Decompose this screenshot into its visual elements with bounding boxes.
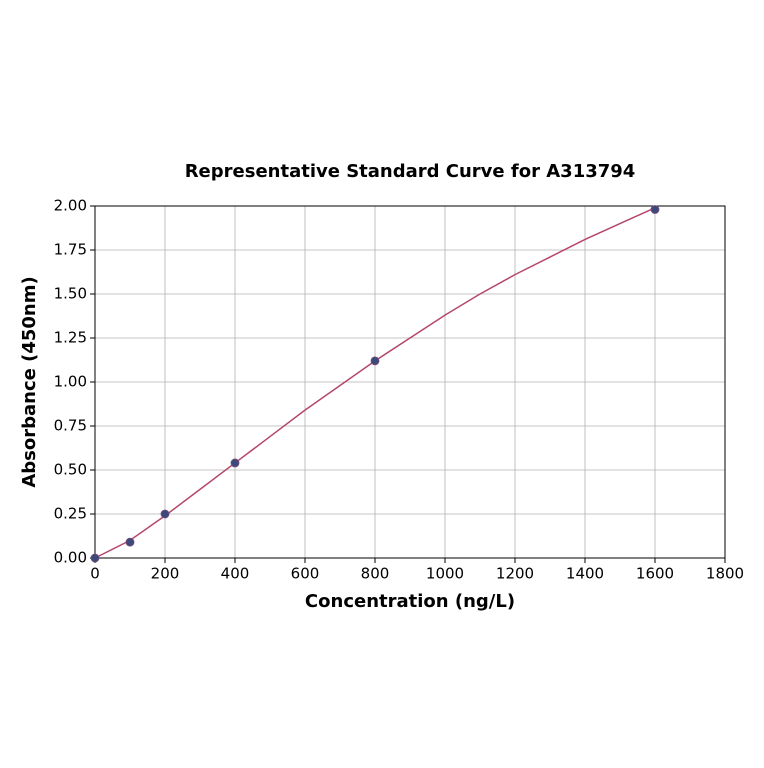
x-tick-label: 1200: [496, 565, 534, 583]
y-tick-label: 0.50: [54, 461, 87, 479]
x-tick-label: 200: [151, 565, 180, 583]
chart-title: Representative Standard Curve for A31379…: [185, 161, 636, 182]
y-tick-label: 0.75: [54, 417, 87, 435]
x-tick-label: 1000: [426, 565, 464, 583]
y-tick-label: 0.00: [54, 549, 87, 567]
x-tick-label: 800: [361, 565, 390, 583]
data-point: [230, 458, 240, 468]
x-tick-label: 400: [221, 565, 250, 583]
data-point: [125, 537, 135, 547]
y-tick-label: 0.25: [54, 505, 87, 523]
x-axis-label: Concentration (ng/L): [305, 591, 515, 612]
data-point: [90, 553, 100, 563]
y-axis-label: Absorbance (450nm): [19, 276, 40, 487]
y-tick-label: 1.25: [54, 329, 87, 347]
x-tick-label: 0: [90, 565, 100, 583]
y-tick-label: 2.00: [54, 197, 87, 215]
x-tick-label: 1800: [706, 565, 744, 583]
x-tick-label: 600: [291, 565, 320, 583]
data-point: [370, 356, 380, 366]
x-tick-label: 1400: [566, 565, 604, 583]
y-tick-label: 1.00: [54, 373, 87, 391]
data-point: [650, 205, 660, 214]
data-point: [160, 509, 170, 519]
y-tick-label: 1.50: [54, 285, 87, 303]
y-tick-label: 1.75: [54, 241, 87, 259]
plot-frame: [94, 205, 726, 559]
x-tick-label: 1600: [636, 565, 674, 583]
